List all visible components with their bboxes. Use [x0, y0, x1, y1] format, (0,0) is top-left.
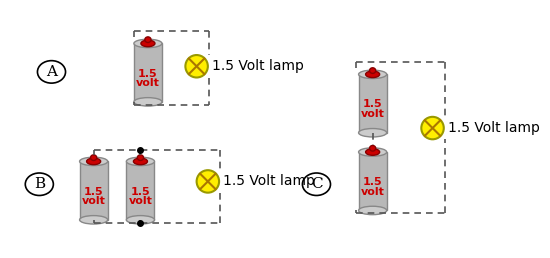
Ellipse shape: [359, 128, 387, 137]
Ellipse shape: [359, 148, 387, 156]
Ellipse shape: [134, 98, 162, 106]
Ellipse shape: [141, 40, 155, 47]
Ellipse shape: [145, 37, 151, 43]
Ellipse shape: [359, 206, 387, 215]
Ellipse shape: [80, 216, 108, 224]
Text: 1.5: 1.5: [84, 187, 103, 197]
Text: 1.5: 1.5: [131, 187, 150, 197]
Text: volt: volt: [129, 196, 152, 206]
Text: 1.5: 1.5: [138, 69, 158, 79]
Text: 1.5: 1.5: [363, 100, 382, 109]
Ellipse shape: [91, 155, 97, 160]
Text: A: A: [46, 65, 57, 79]
Ellipse shape: [359, 70, 387, 78]
Ellipse shape: [302, 173, 331, 196]
Ellipse shape: [126, 216, 155, 224]
Bar: [80, 162, 108, 220]
Text: 1.5 Volt lamp: 1.5 Volt lamp: [448, 121, 540, 135]
Text: 1.5: 1.5: [363, 177, 382, 187]
Ellipse shape: [134, 39, 162, 48]
Ellipse shape: [370, 146, 376, 151]
Text: B: B: [34, 177, 45, 191]
Bar: [359, 152, 387, 211]
Text: volt: volt: [361, 109, 384, 119]
Text: volt: volt: [136, 78, 160, 88]
Circle shape: [421, 117, 444, 139]
Ellipse shape: [366, 71, 379, 78]
Text: C: C: [311, 177, 322, 191]
Ellipse shape: [86, 158, 101, 165]
Bar: [359, 74, 387, 133]
Ellipse shape: [37, 61, 65, 83]
Text: volt: volt: [82, 196, 106, 206]
Ellipse shape: [138, 155, 144, 160]
Ellipse shape: [366, 149, 379, 155]
Ellipse shape: [80, 157, 108, 166]
Ellipse shape: [126, 157, 155, 166]
Text: 1.5 Volt lamp: 1.5 Volt lamp: [212, 59, 304, 73]
Circle shape: [196, 170, 219, 193]
Text: 1.5 Volt lamp: 1.5 Volt lamp: [223, 174, 315, 188]
Bar: [134, 43, 162, 102]
Circle shape: [185, 55, 208, 77]
Ellipse shape: [134, 158, 147, 165]
Text: volt: volt: [361, 187, 384, 197]
Bar: [126, 162, 155, 220]
Ellipse shape: [370, 68, 376, 73]
Ellipse shape: [25, 173, 53, 196]
